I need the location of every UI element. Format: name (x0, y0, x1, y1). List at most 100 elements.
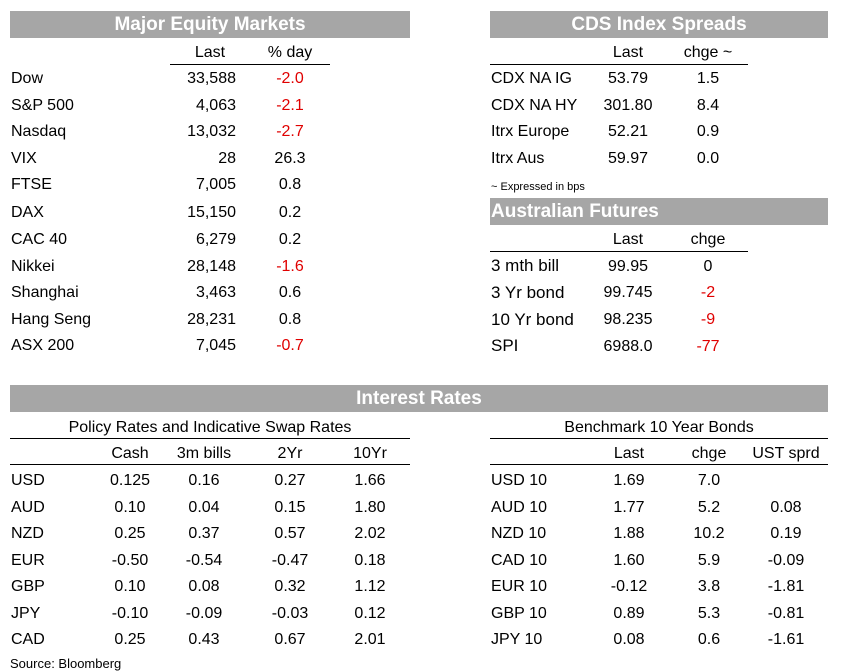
bonds-col: Last (613, 445, 645, 462)
cds-last: 52.21 (607, 123, 649, 140)
equity-col-last: Last (194, 44, 226, 61)
equity-name: DAX (11, 204, 44, 221)
cds-last: 59.97 (607, 149, 649, 167)
futures-last: 99.745 (603, 284, 653, 301)
bond-value: -1.81 (767, 578, 805, 595)
equity-name: VIX (11, 150, 37, 167)
policy-value: -0.47 (271, 551, 309, 569)
equity-last: 33,588 (187, 70, 236, 87)
policy-value: 0.32 (274, 578, 306, 595)
policy-currency: NZD (11, 525, 44, 542)
bond-value: 0.08 (613, 631, 645, 648)
policy-value: 0.25 (114, 631, 146, 648)
policy-currency: AUD (11, 498, 45, 516)
equity-last: 28 (218, 150, 236, 167)
policy-value: 2.01 (354, 631, 386, 648)
policy-value: 0.25 (114, 525, 146, 542)
equity-last: 6,279 (195, 231, 236, 248)
cds-header-rule (490, 64, 748, 65)
equity-name: ASX 200 (11, 337, 75, 354)
bond-value: 1.69 (613, 472, 645, 489)
futures-name: 10 Yr bond (491, 310, 574, 329)
equity-name: Hang Seng (11, 311, 92, 328)
policy-currency: GBP (11, 578, 45, 595)
bond-value: 1.60 (613, 551, 645, 569)
futures-name: 3 Yr bond (491, 283, 565, 302)
bond-value: 5.9 (697, 551, 721, 569)
equity-day: -1.6 (276, 258, 304, 275)
policy-currency: JPY (11, 604, 41, 622)
bond-name: AUD 10 (491, 498, 548, 516)
futures-title: Australian Futures (490, 198, 828, 225)
equity-name: FTSE (11, 176, 52, 193)
bonds-col: chge (691, 445, 727, 462)
equity-last: 28,231 (187, 311, 236, 328)
cds-name: Itrx Europe (491, 123, 570, 140)
policy-value: 0.27 (274, 472, 306, 489)
policy-value: -0.09 (185, 604, 223, 622)
bond-value: -0.09 (767, 551, 805, 569)
equity-day: 0.2 (278, 231, 302, 248)
equity-name: CAC 40 (11, 231, 68, 248)
futures-name: SPI (491, 336, 519, 355)
equity-name: Shanghai (11, 284, 79, 301)
cds-last: 53.79 (607, 70, 649, 87)
futures-last: 98.235 (603, 311, 653, 328)
equity-day: -2.1 (276, 97, 304, 114)
policy-value: 0.37 (188, 525, 220, 542)
equity-day: 0.8 (278, 311, 302, 328)
policy-col: 10Yr (353, 445, 387, 462)
bond-value: 0.6 (697, 631, 721, 648)
policy-value: -0.50 (111, 551, 149, 569)
policy-value: 0.15 (274, 498, 306, 516)
futures-col-chge: chge (690, 231, 726, 248)
policy-col: 3m bills (176, 445, 232, 462)
bond-name: CAD 10 (491, 551, 548, 569)
bond-value: 1.77 (613, 498, 645, 516)
bond-value: 0.19 (770, 525, 802, 542)
bond-name: GBP 10 (491, 604, 547, 622)
bonds-col: UST sprd (752, 445, 820, 462)
policy-heading-rule (10, 438, 410, 439)
equity-last: 28,148 (187, 258, 236, 275)
cds-chge: 0.9 (696, 123, 720, 140)
cds-name: CDX NA HY (491, 96, 578, 114)
cds-title: CDS Index Spreads (490, 11, 828, 38)
cds-col-chge: chge ~ (683, 44, 733, 61)
policy-value: 0.04 (188, 498, 220, 516)
bond-value: 0.89 (613, 604, 645, 622)
equity-day: 0.8 (278, 176, 302, 193)
policy-currency: CAD (11, 631, 45, 648)
equity-name: Nasdaq (11, 123, 67, 140)
equity-day: 26.3 (274, 150, 306, 167)
bond-value: 1.88 (613, 525, 645, 542)
equity-day: 0.6 (278, 284, 302, 301)
bond-value: -1.61 (767, 631, 805, 648)
policy-header-rule (10, 464, 410, 465)
policy-value: 0.10 (114, 498, 146, 516)
equity-header-rule (170, 64, 330, 65)
bond-value: 7.0 (697, 472, 721, 489)
bond-value: 3.8 (697, 578, 721, 595)
policy-value: 1.66 (354, 472, 386, 489)
equity-name: S&P 500 (11, 97, 74, 114)
policy-value: 0.08 (188, 578, 220, 595)
policy-value: -0.54 (185, 551, 223, 569)
futures-last: 6988.0 (603, 338, 653, 355)
cds-last: 301.80 (603, 96, 653, 114)
bond-value: 0.08 (770, 498, 802, 516)
policy-value: 0.57 (274, 525, 306, 542)
policy-value: 2.02 (354, 525, 386, 542)
policy-col: 2Yr (277, 445, 303, 462)
bonds-header-rule (490, 464, 828, 465)
policy-value: 0.18 (354, 551, 386, 569)
bond-name: NZD 10 (491, 525, 547, 542)
bonds-heading-rule (490, 438, 828, 439)
equity-last: 13,032 (187, 123, 236, 140)
equity-day: -2.0 (276, 70, 304, 87)
policy-value: 0.125 (109, 472, 151, 489)
policy-value: -0.10 (111, 604, 149, 622)
futures-col-last: Last (612, 231, 644, 248)
policy-value: 1.12 (354, 578, 386, 595)
cds-name: Itrx Aus (491, 149, 545, 167)
